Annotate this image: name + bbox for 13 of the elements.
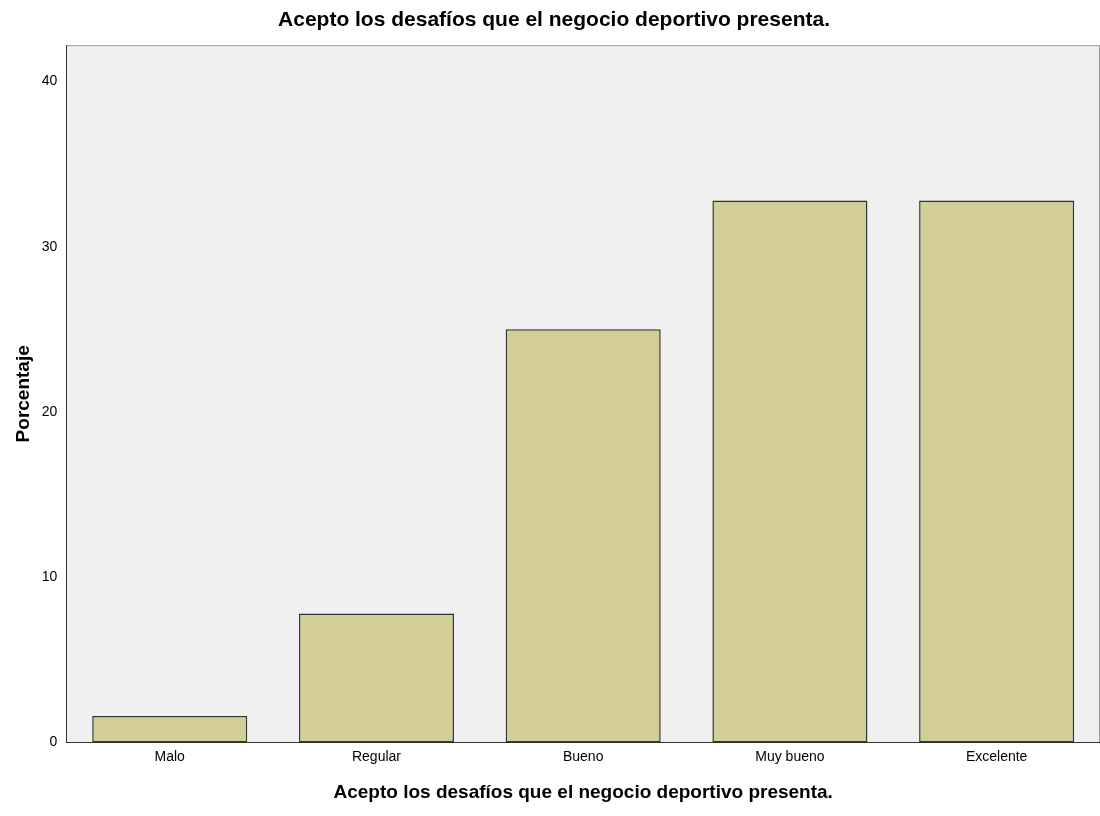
- x-axis-title: Acepto los desafíos que el negocio deportivo presenta.: [333, 780, 833, 802]
- y-tick-label: 20: [41, 402, 58, 419]
- chart-title: Acepto los desafíos que el negocio deportivo presenta.: [278, 7, 830, 31]
- y-tick-label: 0: [49, 733, 58, 750]
- x-tick-label: Muy bueno: [755, 747, 825, 764]
- y-tick-label: 10: [41, 568, 58, 585]
- x-tick-label: Excelente: [965, 747, 1028, 764]
- x-tick-label: Bueno: [562, 747, 604, 764]
- y-tick-label: 30: [41, 237, 58, 254]
- x-tick-label: Regular: [351, 747, 402, 764]
- y-tick-label: 40: [41, 72, 58, 89]
- y-axis-title: Porcentaje: [11, 345, 33, 443]
- x-tick-label: Malo: [154, 747, 186, 764]
